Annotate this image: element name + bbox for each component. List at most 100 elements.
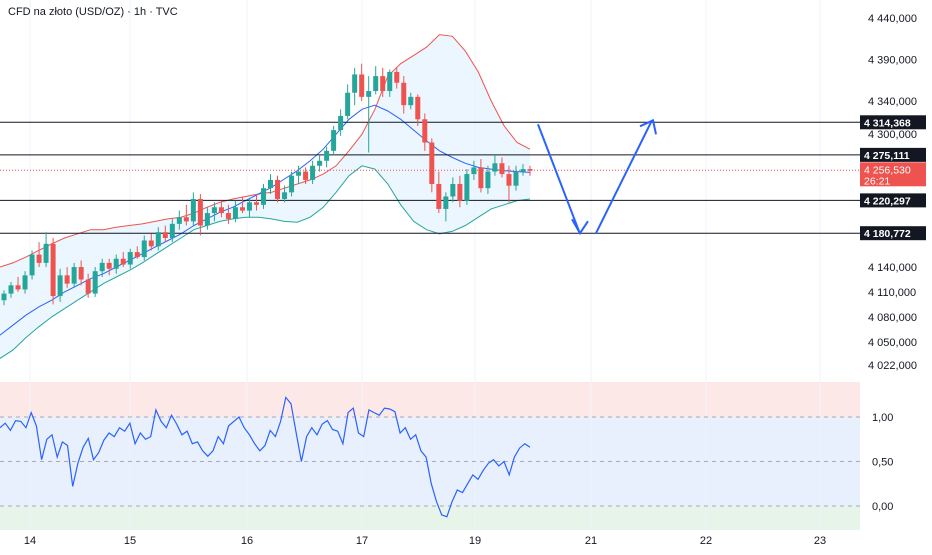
candle-body — [148, 240, 154, 247]
candle — [401, 76, 407, 114]
candle — [513, 165, 519, 191]
candle — [457, 175, 463, 208]
candle-body — [183, 217, 189, 222]
candle-body — [50, 243, 56, 297]
candle-body — [492, 163, 498, 172]
candle — [422, 113, 428, 151]
candle — [36, 242, 42, 268]
osc-zone-neutral — [0, 417, 860, 506]
candle-body — [520, 169, 526, 172]
candle — [331, 125, 337, 155]
y-tick-label: 4 110,000 — [868, 287, 916, 299]
candle-body — [429, 142, 435, 185]
candle — [99, 258, 105, 278]
x-tick-label: 22 — [700, 535, 712, 547]
y-axis-osc: 1,00 0,50 0,00 — [872, 412, 893, 513]
price-level-label: 4 275,111 — [864, 150, 910, 162]
candle — [324, 146, 330, 168]
candle-body — [513, 171, 519, 186]
candle — [92, 267, 98, 297]
candle — [218, 200, 224, 218]
candle-body — [317, 160, 323, 166]
candle — [485, 165, 491, 194]
candle — [366, 76, 372, 153]
candle — [492, 154, 498, 176]
candle — [268, 174, 274, 194]
candle-body — [268, 179, 274, 189]
osc-tick-label: 1,00 — [872, 412, 893, 424]
candle — [204, 207, 210, 230]
candle — [373, 66, 379, 95]
candle-body — [289, 175, 295, 193]
candle-body — [296, 171, 302, 176]
candle-body — [394, 71, 400, 83]
candle-body — [85, 279, 91, 294]
candle — [148, 233, 154, 251]
x-tick-label: 19 — [469, 535, 481, 547]
candle-body — [275, 179, 281, 199]
candle — [85, 273, 91, 298]
candle-body — [457, 184, 463, 201]
candle-body — [303, 171, 309, 180]
candle — [176, 210, 182, 230]
candle — [260, 184, 266, 209]
candle — [22, 271, 28, 294]
candle-body — [57, 275, 63, 297]
y-tick-label: 4 390,000 — [868, 55, 917, 67]
y-tick-label: 4 080,000 — [868, 312, 917, 324]
candle — [408, 92, 414, 110]
candle — [464, 169, 470, 205]
candle — [50, 237, 56, 305]
candle-body — [450, 184, 456, 197]
y-tick-label: 4 050,000 — [868, 337, 917, 349]
price-level-label: 4 180,772 — [864, 228, 911, 240]
candle — [211, 202, 217, 222]
arrow-down-line — [537, 123, 580, 232]
candle — [162, 225, 168, 243]
candle — [78, 260, 84, 286]
candle — [1, 290, 7, 306]
osc-zone-oversold — [0, 506, 860, 530]
candle — [253, 193, 259, 211]
y-axis-main: 4 440,000 4 390,000 4 340,000 4 300,000 4 14… — [868, 13, 917, 372]
candle-body — [387, 71, 393, 92]
candle-body — [29, 254, 35, 276]
candle — [359, 63, 365, 102]
arrow-up-head — [639, 118, 657, 135]
candle-body — [64, 275, 70, 284]
candle-body — [92, 271, 98, 294]
candle — [415, 94, 421, 126]
candle — [506, 165, 512, 203]
oscillator-line — [0, 396, 531, 518]
x-tick-label: 15 — [124, 535, 136, 547]
y-tick-label: 4 340,000 — [868, 96, 917, 108]
candle — [57, 268, 63, 302]
candle — [197, 193, 203, 236]
candle-body — [464, 174, 470, 201]
candle-body — [239, 207, 245, 211]
candle — [120, 252, 126, 268]
candle-body — [43, 243, 49, 263]
candle — [338, 109, 344, 136]
candle-body — [359, 74, 365, 97]
candle — [499, 157, 505, 178]
x-tick-label: 16 — [241, 535, 253, 547]
candle-body — [366, 91, 372, 97]
current-price-label: 4 256,530 — [864, 164, 911, 176]
price-level-label: 4 314,368 — [864, 117, 911, 129]
candle-body — [190, 198, 196, 222]
candle — [471, 160, 477, 180]
candle — [275, 175, 281, 203]
arrow-down-head — [571, 218, 589, 236]
annotation-arrows — [537, 118, 657, 236]
x-tick-label: 21 — [585, 535, 597, 547]
candle — [15, 277, 21, 292]
candle — [436, 171, 442, 214]
candle-body — [106, 262, 112, 269]
candle — [71, 262, 77, 288]
candle-body — [134, 252, 140, 258]
candle — [169, 218, 175, 243]
candle — [134, 246, 140, 259]
